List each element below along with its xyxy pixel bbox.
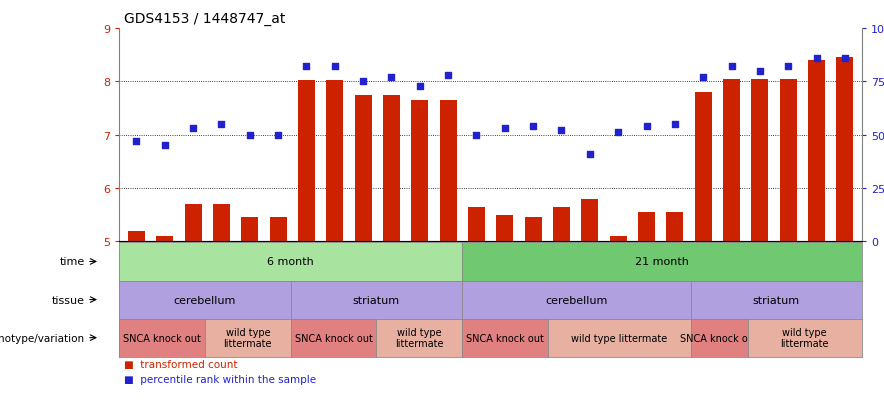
Bar <box>439 101 457 242</box>
Point <box>413 83 427 90</box>
Text: wild type
littermate: wild type littermate <box>781 327 829 349</box>
Point <box>186 126 200 132</box>
Point <box>242 132 256 138</box>
Text: wild type littermate: wild type littermate <box>571 333 667 343</box>
Bar <box>524 218 542 242</box>
Bar <box>836 58 853 242</box>
Bar <box>354 95 371 242</box>
Text: wild type
littermate: wild type littermate <box>224 327 272 349</box>
Text: striatum: striatum <box>353 295 400 305</box>
Point <box>157 142 171 149</box>
Point <box>300 64 314 71</box>
Point <box>753 68 767 75</box>
Bar <box>496 215 514 242</box>
Point <box>214 121 228 128</box>
Text: wild type
littermate: wild type littermate <box>395 327 444 349</box>
Point <box>554 128 568 134</box>
Bar <box>241 218 258 242</box>
Point <box>639 123 653 130</box>
Text: 21 month: 21 month <box>635 257 689 267</box>
Point <box>441 72 455 79</box>
Bar <box>156 236 173 242</box>
Point <box>583 151 597 158</box>
Point <box>328 64 342 71</box>
Point <box>667 121 682 128</box>
Bar <box>128 231 145 242</box>
Bar <box>780 79 796 242</box>
Bar <box>411 101 428 242</box>
Bar <box>383 95 400 242</box>
Text: SNCA knock out: SNCA knock out <box>680 333 758 343</box>
Point <box>696 74 710 81</box>
Point <box>810 55 824 62</box>
Bar <box>695 93 712 242</box>
Point <box>129 138 143 145</box>
Point <box>498 126 512 132</box>
Bar <box>667 212 683 242</box>
Text: tissue: tissue <box>51 295 85 305</box>
Bar <box>185 204 202 242</box>
Text: ■  transformed count: ■ transformed count <box>124 359 237 369</box>
Point <box>781 64 796 71</box>
Text: SNCA knock out: SNCA knock out <box>466 333 544 343</box>
Bar <box>270 218 286 242</box>
Bar <box>213 204 230 242</box>
Point <box>356 79 370 85</box>
Text: genotype/variation: genotype/variation <box>0 333 85 343</box>
Text: time: time <box>59 257 85 267</box>
Text: striatum: striatum <box>752 295 800 305</box>
Bar <box>638 212 655 242</box>
Bar <box>326 81 343 242</box>
Text: ■  percentile rank within the sample: ■ percentile rank within the sample <box>124 374 316 384</box>
Point <box>611 130 625 136</box>
Text: SNCA knock out: SNCA knock out <box>123 333 202 343</box>
Point <box>526 123 540 130</box>
Text: 6 month: 6 month <box>267 257 314 267</box>
Point <box>838 55 852 62</box>
Bar <box>808 61 825 242</box>
Point <box>725 64 739 71</box>
Point <box>385 74 399 81</box>
Bar <box>553 207 570 242</box>
Bar <box>298 81 315 242</box>
Bar <box>610 236 627 242</box>
Bar <box>582 199 598 242</box>
Text: cerebellum: cerebellum <box>545 295 607 305</box>
Text: GDS4153 / 1448747_at: GDS4153 / 1448747_at <box>124 12 286 26</box>
Text: SNCA knock out: SNCA knock out <box>294 333 372 343</box>
Point <box>271 132 286 138</box>
Bar <box>751 79 768 242</box>
Point <box>469 132 484 138</box>
Bar <box>468 207 485 242</box>
Text: cerebellum: cerebellum <box>174 295 236 305</box>
Bar <box>723 79 740 242</box>
